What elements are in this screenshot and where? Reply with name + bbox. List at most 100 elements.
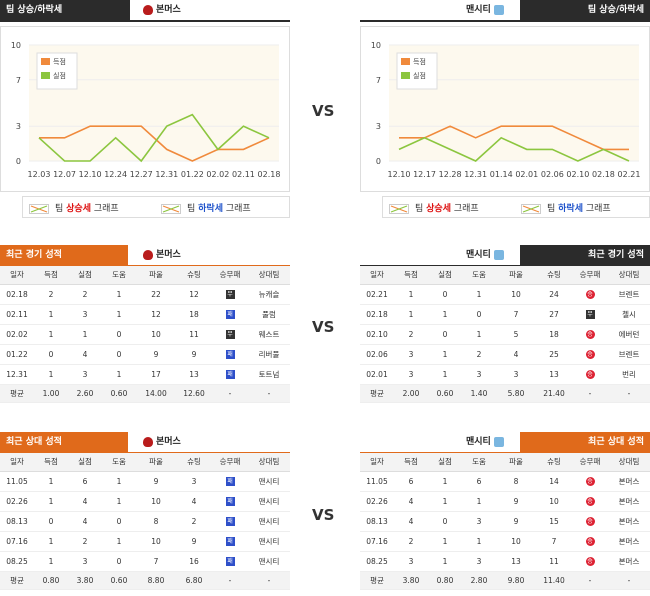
avg-cell: 평균 — [0, 384, 34, 403]
table-row: 11.05 1 6 1 9 3 패 맨시티 — [0, 471, 290, 492]
table-row: 11.05 6 1 6 8 14 승 본머스 — [360, 471, 650, 492]
x-tick-label: 12.10 — [388, 170, 411, 179]
result-W-icon: 승 — [585, 350, 595, 359]
left-trend-header: 팀 상승/하락세 — [0, 0, 130, 20]
table-cell: 9 — [136, 344, 176, 365]
table-cell: 1 — [462, 324, 496, 345]
table-cell: 1 — [34, 531, 68, 552]
avg-cell: 2.60 — [68, 384, 102, 403]
table-cell: 24 — [536, 284, 572, 305]
table-row: 02.21 1 0 1 10 24 승 브렌트 — [360, 284, 650, 305]
avg-cell: - — [572, 571, 608, 590]
table-cell: 1 — [428, 344, 462, 365]
table-row: 02.06 3 1 2 4 25 승 브렌트 — [360, 344, 650, 365]
right-trend-svg: 10 7 3 0 12.10 12.17 12.28 12.31 01.14 02.01 02.06… — [371, 41, 641, 179]
table-row: 01.22 0 4 0 9 9 패 리버풀 — [0, 344, 290, 365]
table-cell: 13 — [176, 364, 212, 385]
table-cell: 3 — [496, 364, 536, 385]
result-cell: 승 — [572, 471, 608, 492]
table-cell: 0 — [428, 511, 462, 532]
table-cell: 02.26 — [0, 491, 34, 512]
table-cell: 3 — [68, 364, 102, 385]
col-header: 일자 — [0, 266, 34, 285]
table-cell: 2 — [462, 344, 496, 365]
table-cell: 02.26 — [360, 491, 394, 512]
col-header: 득점 — [394, 453, 428, 472]
result-cell: 패 — [212, 511, 248, 532]
result-D-icon: 무 — [225, 290, 235, 299]
table-cell: 0 — [34, 511, 68, 532]
table-cell: 본머스 — [608, 511, 650, 532]
result-cell: 승 — [572, 364, 608, 385]
table-cell: 4 — [394, 511, 428, 532]
table-cell: 02.18 — [360, 304, 394, 325]
table-cell: 1 — [428, 551, 462, 572]
h2h-left-header: 최근 상대 성적 — [0, 432, 128, 452]
average-row: 평균 2.00 0.60 1.40 5.80 21.40- - — [360, 384, 650, 403]
legend-down: 팀 하락세 그래프 — [161, 201, 251, 214]
y-tick-label: 7 — [16, 76, 21, 85]
left-trend-team: 본머스 — [140, 0, 181, 20]
result-cell: 승 — [572, 344, 608, 365]
avg-cell: - — [572, 384, 608, 403]
vs-label-top: VS — [312, 102, 335, 120]
series-line-concede — [38, 113, 270, 163]
table-cell: 토트넘 — [248, 364, 290, 385]
table-cell: 6 — [394, 471, 428, 492]
avg-cell: 2.00 — [394, 384, 428, 403]
result-cell: 무 — [212, 284, 248, 305]
result-L-icon: 패 — [225, 370, 235, 379]
table-cell: 1 — [102, 364, 136, 385]
table-cell: 10 — [136, 531, 176, 552]
table-cell: 리버풀 — [248, 344, 290, 365]
table-cell: 5 — [496, 324, 536, 345]
y-tick-label: 0 — [376, 157, 381, 166]
legend-swatch — [401, 72, 410, 79]
result-cell: 패 — [212, 471, 248, 492]
avg-cell: 0.60 — [428, 384, 462, 403]
result-L-icon: 패 — [225, 557, 235, 566]
table-cell: 1 — [34, 324, 68, 345]
result-W-icon: 승 — [585, 330, 595, 339]
result-L-icon: 패 — [225, 517, 235, 526]
recent-left-team: 본머스 — [140, 245, 181, 265]
table-cell: 9 — [176, 531, 212, 552]
avg-cell: 14.00 — [136, 384, 176, 403]
result-cell: 패 — [212, 304, 248, 325]
result-cell: 패 — [212, 344, 248, 365]
x-tick-label: 12.17 — [413, 170, 436, 179]
avg-cell: - — [212, 384, 248, 403]
result-W-icon: 승 — [585, 517, 595, 526]
table-cell: 3 — [462, 551, 496, 572]
left-trend-chart: 10 7 3 0 12.03 12.07 12.10 12.24 12.27 12.31 01.22… — [0, 26, 290, 192]
result-cell: 패 — [212, 364, 248, 385]
x-tick-label: 12.24 — [104, 170, 127, 179]
table-row: 02.11 1 3 1 12 18 패 풀럼 — [0, 304, 290, 325]
recent-left-table: 일자 득점 실점 도움 파울 슈팅 승무패 상대팀 02.18 2 2 1 22 12 무 뉴캐슬 02.11 1… — [0, 266, 290, 403]
col-header: 슈팅 — [536, 266, 572, 285]
table-cell: 6 — [462, 471, 496, 492]
table-cell: 1 — [462, 491, 496, 512]
x-tick-label: 01.14 — [490, 170, 513, 179]
table-cell: 4 — [68, 344, 102, 365]
avg-cell: 0.80 — [34, 571, 68, 590]
x-tick-label: 01.22 — [181, 170, 204, 179]
table-cell: 0 — [102, 511, 136, 532]
table-cell: 8 — [496, 471, 536, 492]
col-header: 상대팀 — [248, 266, 290, 285]
table-cell: 18 — [536, 324, 572, 345]
table-cell: 25 — [536, 344, 572, 365]
h2h-left-table: 일자 득점 실점 도움 파울 슈팅 승무패 상대팀 11.05 1 6 1 9 3 패 맨시티 02.26 1 4 1… — [0, 453, 290, 590]
table-cell: 13 — [536, 364, 572, 385]
up-graph-icon — [29, 203, 49, 214]
right-trend-underline — [360, 20, 650, 22]
table-cell: 2 — [68, 531, 102, 552]
table-cell: 9 — [496, 491, 536, 512]
col-header: 득점 — [394, 266, 428, 285]
table-cell: 1 — [34, 304, 68, 325]
table-cell: 브렌트 — [608, 284, 650, 305]
table-cell: 4 — [68, 491, 102, 512]
avg-cell: 1.40 — [462, 384, 496, 403]
table-cell: 1 — [428, 531, 462, 552]
bournemouth-badge-icon — [143, 4, 153, 15]
